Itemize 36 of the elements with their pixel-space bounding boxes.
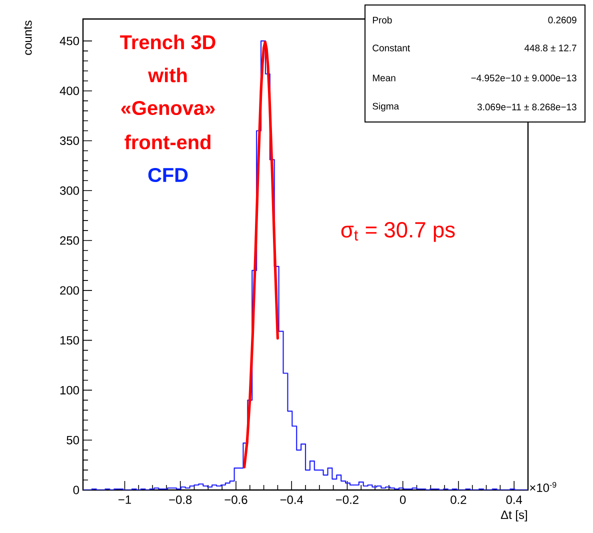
- line-series: [243, 40, 279, 468]
- text: ×10$^{-9}$: [530, 482, 556, 492]
- y-axis-title: counts: [24, 20, 32, 55]
- y-tick-label: 50: [66, 436, 80, 444]
- annotation: front-end: [124, 134, 210, 150]
- annotation: CFD: [148, 168, 188, 182]
- y-tick-label: 400: [60, 86, 80, 96]
- x-tick-label: −0.6: [224, 496, 248, 504]
- y-tick-label: 250: [60, 236, 80, 245]
- y-tick-label: 0: [73, 486, 80, 494]
- y-tick-label: 100: [60, 386, 80, 394]
- annotation: 448.8 ± 12.7: [524, 44, 576, 52]
- x-tick-label: −1: [118, 496, 131, 504]
- annotation: σ$_{t}$ = 30.7 ps: [341, 222, 455, 242]
- annotation: −4.952e−10 ± 9.000e−13: [471, 74, 576, 82]
- y-tick-label: 150: [60, 336, 80, 345]
- annotation: Constant: [372, 44, 410, 52]
- y-tick-label: 300: [60, 186, 80, 195]
- x-tick-label: −0.8: [169, 496, 192, 504]
- annotation: Mean: [372, 74, 396, 82]
- x-tick-label: 0: [400, 496, 406, 504]
- annotation: Trench 3D: [120, 34, 216, 50]
- y-tick-label: 450: [60, 36, 80, 46]
- annotation: with: [148, 68, 187, 82]
- x-tick-label: 0.2: [450, 496, 466, 504]
- y-tick-label: 200: [60, 286, 80, 295]
- x-tick-label: −0.4: [280, 496, 304, 504]
- annotation: «Genova»: [121, 100, 215, 116]
- x-tick-label: 0.4: [506, 496, 522, 504]
- x-axis-title: Δt [s]: [500, 510, 527, 522]
- y-tick-label: 350: [60, 136, 80, 145]
- x-tick-label: −0.2: [336, 496, 358, 504]
- annotation: Prob: [372, 16, 392, 24]
- annotation: Sigma: [372, 102, 400, 112]
- text: 0.2609: [548, 16, 576, 24]
- annotation: 3.069e−11 ± 8.268e−13: [477, 104, 576, 110]
